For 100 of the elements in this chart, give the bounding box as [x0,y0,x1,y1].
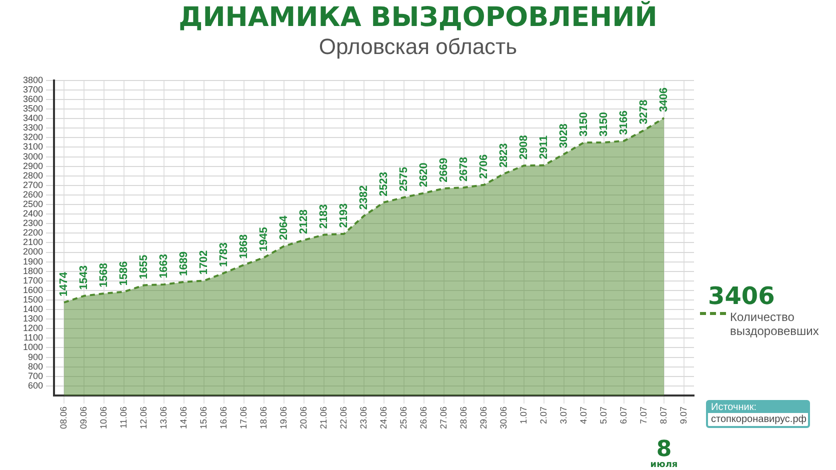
x-tick-label: 09.06 [78,406,89,430]
x-tick-label: 16.06 [218,406,228,430]
data-label: 2823 [498,143,510,168]
y-tick-label: 1100 [24,332,44,343]
chart-title: ДИНАМИКА ВЫЗДОРОВЛЕНИЙ [178,2,658,33]
data-label: 2669 [438,158,450,182]
data-label: 2620 [418,162,430,188]
y-tick-label: 700 [28,370,44,381]
y-tick-label: 900 [28,352,44,362]
text: Источник: [708,402,808,413]
legend-label: Количество выздоровевших [730,310,820,338]
x-tick-label: 24.06 [378,406,388,430]
y-tick-label: 2500 [22,199,44,210]
y-tick-label: 3300 [22,122,44,133]
y-tick-label: 3200 [22,132,44,142]
y-tick-label: 2400 [22,208,44,219]
data-label: 1945 [258,227,270,252]
y-tick-label: 1900 [22,256,44,266]
data-label: 3150 [578,112,590,136]
x-tick-label: 22.06 [338,406,348,430]
y-tick-label: 1800 [22,266,44,276]
x-tick-label: 2.07 [538,406,548,424]
data-label: 2382 [358,185,370,210]
chart-subtitle: Орловская область [318,34,518,60]
y-tick-label: 2800 [22,170,44,180]
x-tick-label: 20.06 [298,406,308,430]
y-tick-label: 2100 [22,237,44,248]
x-tick-label: 14.06 [178,406,188,430]
data-label: 3028 [558,124,570,148]
y-tick-label: 2700 [22,180,44,190]
data-label: 1868 [238,234,250,259]
y-tick-label: 600 [28,380,44,390]
data-label: 1586 [118,261,130,286]
x-tick-label: 5.07 [598,406,608,424]
y-tick-label: 3800 [22,74,44,85]
y-tick-label: 800 [28,361,44,372]
data-label: 2193 [338,203,350,228]
y-tick-label: 1200 [22,323,44,334]
data-label: 2183 [318,204,330,229]
x-tick-label: 17.06 [238,406,248,430]
data-label: 1663 [158,254,170,278]
y-tick-label: 2000 [22,246,44,257]
x-tick-label: 11.06 [118,406,129,428]
y-tick-label: 1600 [22,284,44,295]
data-label: 1655 [138,254,150,280]
x-tick-label: 26.06 [418,406,428,430]
x-tick-label: 15.06 [198,406,208,430]
data-label: 2064 [278,214,290,240]
x-tick-label: 6.07 [618,406,628,424]
data-label: 2523 [378,172,390,196]
x-tick-label: 29.06 [478,406,488,430]
data-label: 1783 [218,242,230,267]
x-tick-label: 8.07 [658,406,668,424]
y-tick-label: 2900 [22,160,44,171]
x-tick-label: 08.06 [58,406,69,430]
x-tick-label: 1.07 [518,406,528,424]
data-label: 1568 [98,263,110,288]
data-label: 2678 [458,157,470,182]
x-tick-label: 18.06 [258,406,268,430]
y-tick-label: 1500 [22,294,44,304]
data-label: 3150 [598,112,610,136]
data-label: 2911 [538,135,550,160]
x-tick-label: 27.06 [438,406,448,430]
data-label: 1474 [58,271,70,296]
x-tick-label: 7.07 [638,406,648,424]
x-tick-label: 28.06 [458,406,468,430]
y-tick-label: 3600 [22,94,44,104]
y-tick-label: 2200 [22,228,44,238]
y-tick-label: 2600 [22,189,44,200]
y-tick-label: 2300 [22,218,44,228]
x-tick-label: 3.07 [558,406,568,424]
x-tick-label: 12.06 [138,406,149,430]
data-label: 2128 [298,210,310,234]
y-tick-label: 1000 [22,342,44,352]
data-label: 2575 [398,166,410,192]
y-tick-label: 1700 [22,275,44,286]
x-tick-label: 10.06 [98,406,109,430]
x-tick-label: 23.06 [358,406,368,430]
data-label: 2908 [518,135,530,160]
data-label: 1702 [198,250,210,275]
y-tick-label: 3500 [22,104,44,114]
x-tick-label: 25.06 [398,406,408,430]
x-tick-label: 13.06 [158,406,168,430]
data-label: 3166 [618,110,630,135]
data-label: 1689 [178,251,190,276]
data-label: 2706 [478,154,490,179]
y-tick-label: 3700 [22,84,44,94]
y-tick-label: 3000 [22,151,44,162]
x-tick-label: 30.06 [498,406,508,430]
data-label: 3278 [638,100,650,124]
y-tick-label: 1400 [22,304,44,314]
y-tick-label: 3100 [22,142,44,152]
text: 8 июля [650,437,678,470]
y-tick-label: 3400 [22,113,44,124]
x-tick-label: 4.07 [578,406,588,424]
x-tick-label: 9.07 [678,406,688,424]
x-tick-label: 21.06 [318,406,328,430]
text: стопкоронавирус.рф [710,413,808,426]
data-label: 1543 [78,265,90,290]
y-tick-label: 1300 [22,314,44,324]
